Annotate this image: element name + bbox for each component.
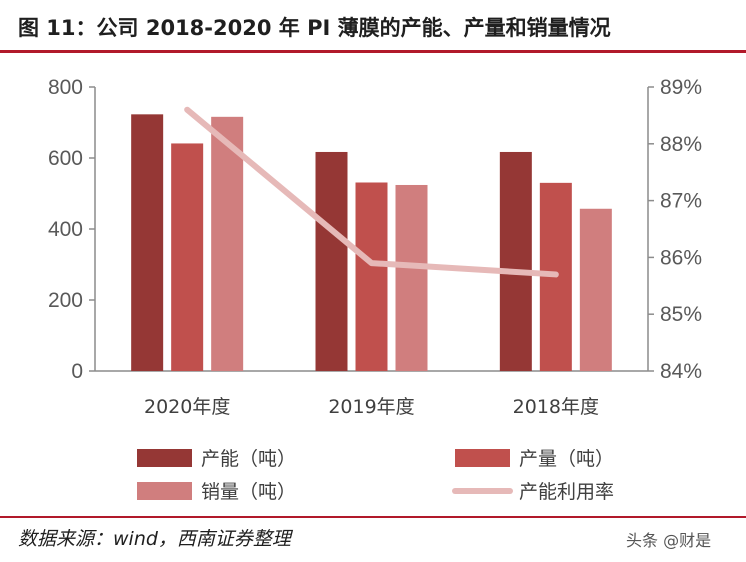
bar [395,184,428,371]
left-tick-label: 600 [48,147,83,170]
left-tick-label: 200 [48,289,83,312]
source-divider [0,516,746,518]
legend-label: 产量（吨） [519,448,614,470]
chart-ticks: 0 200 400 600 800 84% 85% 86% 87% 88% 89% [48,76,702,383]
legend-label: 产能（吨） [201,448,296,470]
bar [355,182,388,371]
right-tick-label: 86% [660,246,702,269]
category-label: 2018年度 [513,396,599,418]
bar [131,114,164,372]
legend-swatch [137,482,192,500]
legend-swatch [455,449,510,467]
bar [171,143,204,371]
chart-bars [131,114,612,372]
right-tick-label: 88% [660,133,702,156]
watermark: 头条 @财是 [626,531,712,550]
chart-legend: 产能（吨） 产量（吨） 销量（吨） 产能利用率 [137,448,614,503]
chart-line [184,106,559,278]
right-tick-label: 85% [660,303,702,326]
left-tick-label: 800 [48,76,83,99]
bar [211,116,244,371]
legend-label: 销量（吨） [201,481,296,503]
chart-categories: 2020年度 2019年度 2018年度 [144,396,599,418]
title-underline [0,50,746,53]
category-label: 2019年度 [328,396,414,418]
legend-label: 产能利用率 [519,481,614,503]
figure-title: 图 11：公司 2018-2020 年 PI 薄膜的产能、产量和销量情况 [18,16,611,40]
right-tick-label: 84% [660,360,702,383]
source-note: 数据来源：wind，西南证券整理 [18,528,291,550]
legend-swatch [137,449,192,467]
right-tick-label: 87% [660,190,702,213]
right-tick-label: 89% [660,76,702,99]
bar [315,151,348,371]
left-tick-label: 400 [48,218,83,241]
category-label: 2020年度 [144,396,230,418]
bar [579,208,612,371]
bar [499,151,532,371]
left-tick-label: 0 [71,360,83,383]
